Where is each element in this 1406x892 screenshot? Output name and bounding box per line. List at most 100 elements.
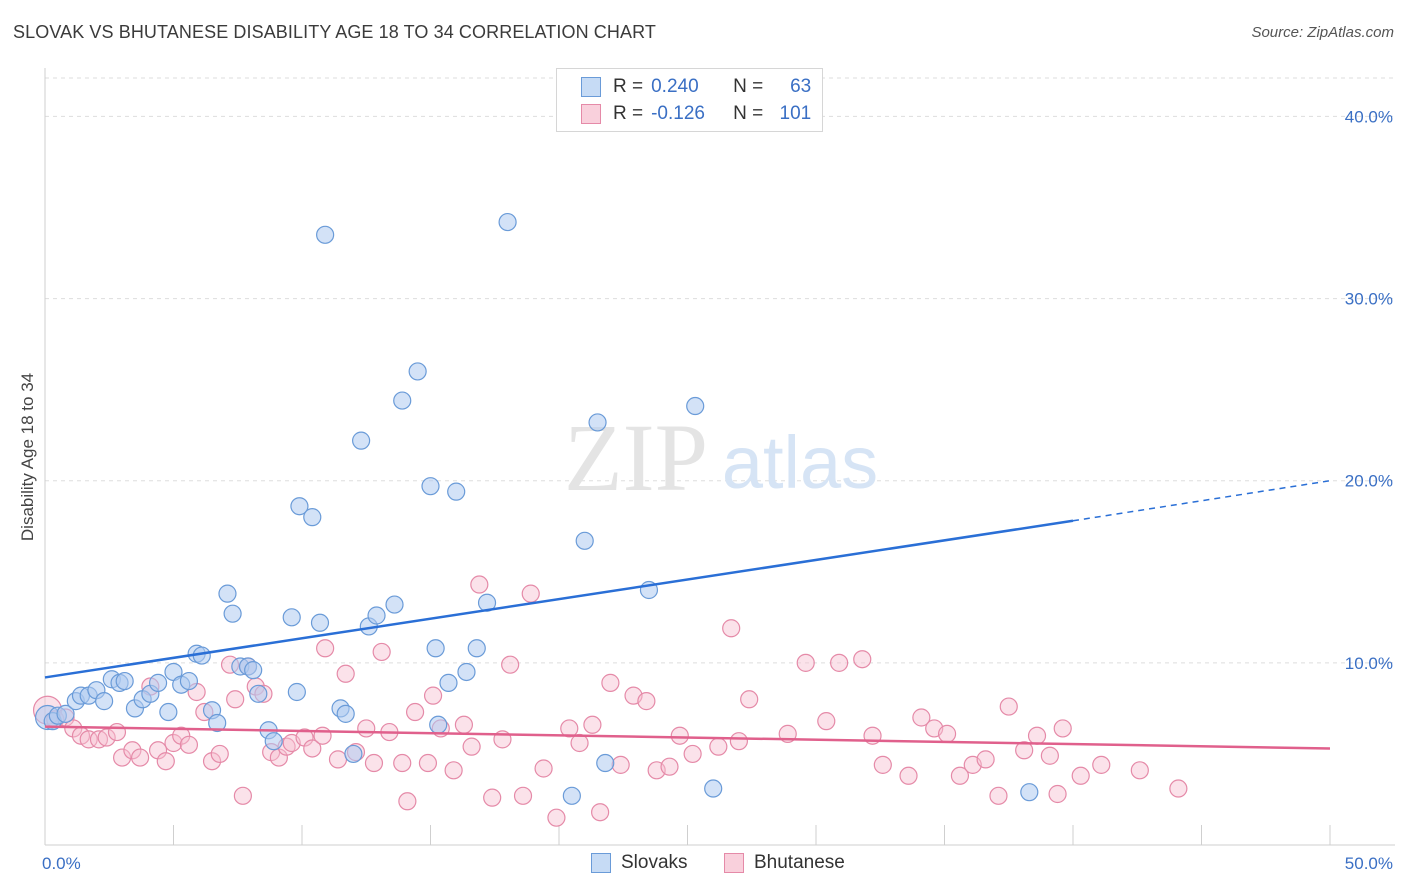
bhutanese-point [912,708,931,727]
slovaks-point [249,684,268,703]
bhutanese-point [313,726,332,745]
bhutanese-point [1071,766,1090,785]
series-legend: Slovaks Bhutanese [0,852,1406,878]
bhutanese-point [830,653,849,672]
legend-item-bhutanese: Bhutanese [724,852,845,874]
bhutanese-point [521,584,540,603]
bhutanese-point [372,642,391,662]
bhutanese-point [112,748,132,767]
bhutanese-point [853,650,872,669]
bhutanese-point [1048,784,1067,804]
slovaks-point [282,608,301,627]
trend-lines [44,479,1331,750]
slovaks-point [426,639,445,658]
watermark-zip: ZIP [564,404,708,511]
bhutanese-point [179,735,199,754]
x-tick-label: 50.0% [1345,854,1393,873]
bhutanese-point [226,690,245,709]
bhutanese-point [583,715,602,734]
bhutanese-swatch [581,104,601,124]
slovaks-point [498,212,517,232]
bhutanese-point [1169,779,1188,798]
slovaks-swatch [581,77,601,97]
legend-n-value: 101 [779,103,812,124]
bhutanese-point [1053,719,1072,738]
slovaks-trend-extension [1072,479,1331,522]
bhutanese-point [336,664,355,683]
slovaks-point [303,508,322,527]
bhutanese-point [1130,761,1149,780]
slovaks-point [1020,783,1039,802]
slovaks-point [447,482,466,501]
slovaks-point [148,673,168,692]
slovaks-point [367,606,386,625]
bhutanese-point [1027,726,1047,745]
bhutanese-point [97,728,116,747]
bhutanese-point [328,750,348,769]
slovaks-point [56,704,75,723]
slovaks-point [408,362,427,381]
bhutanese-point [156,752,175,771]
legend-r-label: R = [613,103,644,124]
slovaks-point [421,477,440,496]
slovaks-point [244,661,263,680]
bhutanese-point [364,753,384,773]
bhutanese-point [172,726,191,745]
slovaks-point [385,595,404,614]
correlation-legend: R = 0.240 N = 63 R = -0.126 N = 101 [556,68,823,132]
y-tick-labels: 10.0% 20.0% 30.0% 40.0% [1345,107,1393,672]
slovaks-point [179,671,199,691]
x-tick-label: 0.0% [42,854,81,873]
bhutanese-point [1092,755,1111,774]
slovaks-point [588,413,607,432]
slovaks-point [287,682,306,702]
bhutanese-point [873,755,892,774]
bhutanese-point [937,724,957,743]
chart-title: SLOVAK VS BHUTANESE DISABILITY AGE 18 TO… [13,22,656,42]
slovaks-point [596,753,615,773]
slovaks-point [344,744,363,764]
chart-source: Source: ZipAtlas.com [1251,24,1394,41]
bhutanese-point [1040,746,1059,765]
bhutanese-point [501,655,520,674]
bhutanese-point [454,715,474,734]
bhutanese-point [989,786,1008,805]
bhutanese-point [601,673,620,692]
slovaks-point [457,662,476,682]
bhutanese-point [107,722,127,742]
bhutanese-point [670,726,689,745]
bhutanese-point [444,761,463,780]
slovaks-points [34,212,1039,805]
slovaks-point [115,671,134,691]
slovaks-point [336,704,355,723]
bhutanese-point [976,750,995,769]
bhutanese-point [398,792,417,811]
bhutanese-point [722,619,741,638]
bhutanese-point [534,759,553,778]
bhutanese-point [393,753,412,773]
slovaks-point [159,702,178,722]
bhutanese-point [405,702,425,722]
bhutanese-point [637,692,656,711]
legend-row-bhutanese: R = -0.126 N = 101 [581,102,811,126]
bhutanese-point [513,786,533,805]
bhutanese-point [709,737,728,756]
bhutanese-point [740,690,759,709]
axes [44,68,1395,846]
bhutanese-point [796,653,815,672]
slovaks-point [429,715,448,734]
slovaks-point [264,732,283,751]
bhutanese-point [303,739,322,758]
slovaks-point [562,786,581,805]
bhutanese-point [1015,741,1034,760]
y-axis-label: Disability Age 18 to 34 [18,373,37,541]
y-tick-label: 30.0% [1345,290,1393,309]
x-tick-labels: 0.0% 50.0% [42,854,1393,873]
slovaks-point [352,431,371,450]
slovaks-point [95,692,114,711]
bhutanese-point [423,686,443,705]
legend-row-slovaks: R = 0.240 N = 63 [581,75,811,99]
bhutanese-trend-line [44,725,1331,750]
slovaks-point [223,604,242,623]
